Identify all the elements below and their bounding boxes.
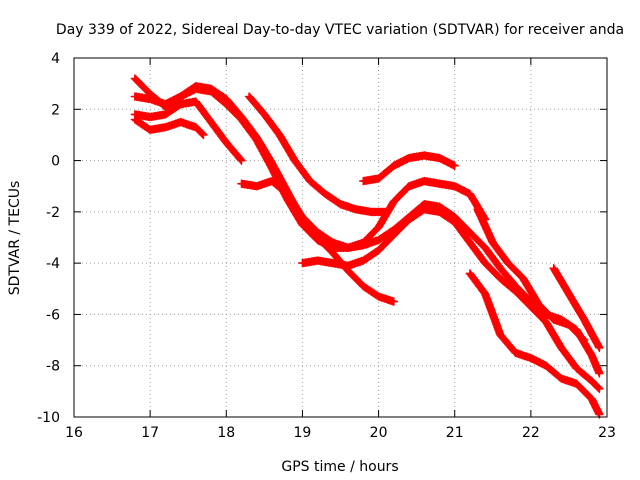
x-tick-label: 23 (598, 425, 616, 441)
series-line-arc-7 (237, 176, 490, 253)
x-tick-label: 16 (65, 425, 83, 441)
x-tick-label: 21 (446, 425, 464, 441)
series-line-arc-5 (244, 92, 391, 217)
y-tick-label: -4 (46, 256, 60, 272)
series-line-arc-10 (549, 264, 604, 353)
series-arc-2 (130, 97, 246, 165)
grid-lines (74, 58, 607, 417)
x-tick-label: 18 (217, 425, 235, 441)
series-line-arc-6 (359, 151, 459, 186)
x-tick-label: 20 (370, 425, 388, 441)
series-arc-7 (237, 176, 490, 253)
x-axis-label: GPS time / hours (281, 459, 398, 475)
chart-title: Day 339 of 2022, Sidereal Day-to-day VTE… (56, 22, 624, 38)
x-tick-label: 17 (141, 425, 159, 441)
y-tick-label: -10 (37, 410, 60, 426)
series-arc-8 (298, 205, 604, 394)
y-tick-label: 4 (51, 51, 60, 67)
y-tick-label: 2 (51, 102, 60, 118)
x-tick-label: 22 (522, 425, 540, 441)
series-arc-11 (473, 205, 589, 345)
y-tick-label: -8 (46, 359, 60, 375)
y-tick-label: -6 (46, 307, 60, 323)
data-series (130, 74, 604, 419)
series-arc-6 (359, 151, 459, 186)
y-axis-label: SDTVAR / TECUs (7, 181, 23, 296)
series-line-arc-1 (130, 115, 208, 140)
series-line-arc-11 (473, 205, 589, 345)
plot-frame (73, 57, 608, 418)
series-arc-1 (130, 115, 208, 140)
series-arc-10 (549, 264, 604, 353)
series-line-arc-2 (130, 97, 246, 165)
series-line-arc-8 (298, 205, 604, 394)
y-tick-label: -2 (46, 205, 60, 221)
series-line-arc-9 (465, 269, 604, 419)
series-arc-5 (244, 92, 391, 217)
x-tick-label: 19 (294, 425, 312, 441)
axis-ticks: 16 17 18 19 20 21 22 23 -10 -8 -6 -4 -2 0 2 4 (37, 51, 616, 441)
series-arc-9 (465, 269, 604, 419)
y-tick-label: 0 (51, 154, 60, 170)
